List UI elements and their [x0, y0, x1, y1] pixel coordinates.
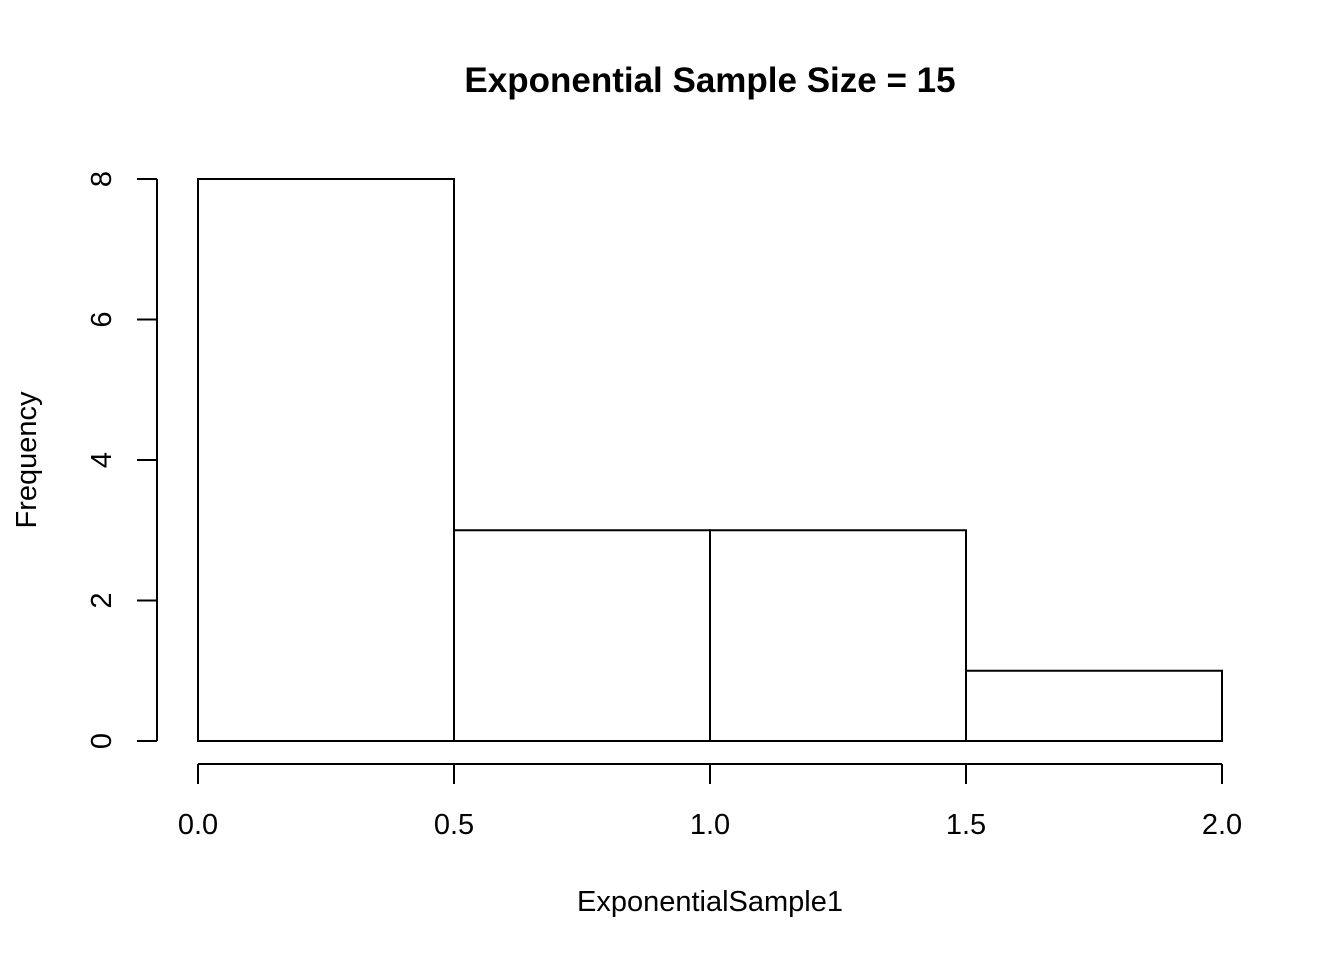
x-axis: 0.0 0.5 1.0 1.5 2.0 [178, 763, 1242, 841]
x-tick-label-0: 0.0 [178, 809, 218, 841]
histogram-bar-1 [453, 529, 711, 742]
histogram-bars [197, 178, 1223, 742]
y-tick-label-4: 8 [86, 171, 118, 187]
y-tick-label-3: 6 [86, 311, 118, 327]
y-tick-label-0: 0 [86, 733, 118, 749]
histogram-bar-3 [965, 669, 1223, 742]
x-tick-label-2: 1.0 [690, 809, 730, 841]
y-axis-label: Frequency [11, 391, 43, 529]
chart-title: Exponential Sample Size = 15 [464, 61, 955, 100]
x-tick-label-4: 2.0 [1202, 809, 1242, 841]
y-tick-label-2: 4 [86, 452, 118, 468]
y-axis: 0 2 4 6 8 [86, 171, 158, 749]
histogram-bar-0 [197, 178, 455, 742]
histogram-bar-2 [709, 529, 967, 742]
x-tick-label-3: 1.5 [946, 809, 986, 841]
x-axis-label: ExponentialSample1 [577, 886, 843, 918]
x-tick-label-1: 0.5 [434, 809, 474, 841]
y-tick-label-1: 2 [86, 592, 118, 608]
